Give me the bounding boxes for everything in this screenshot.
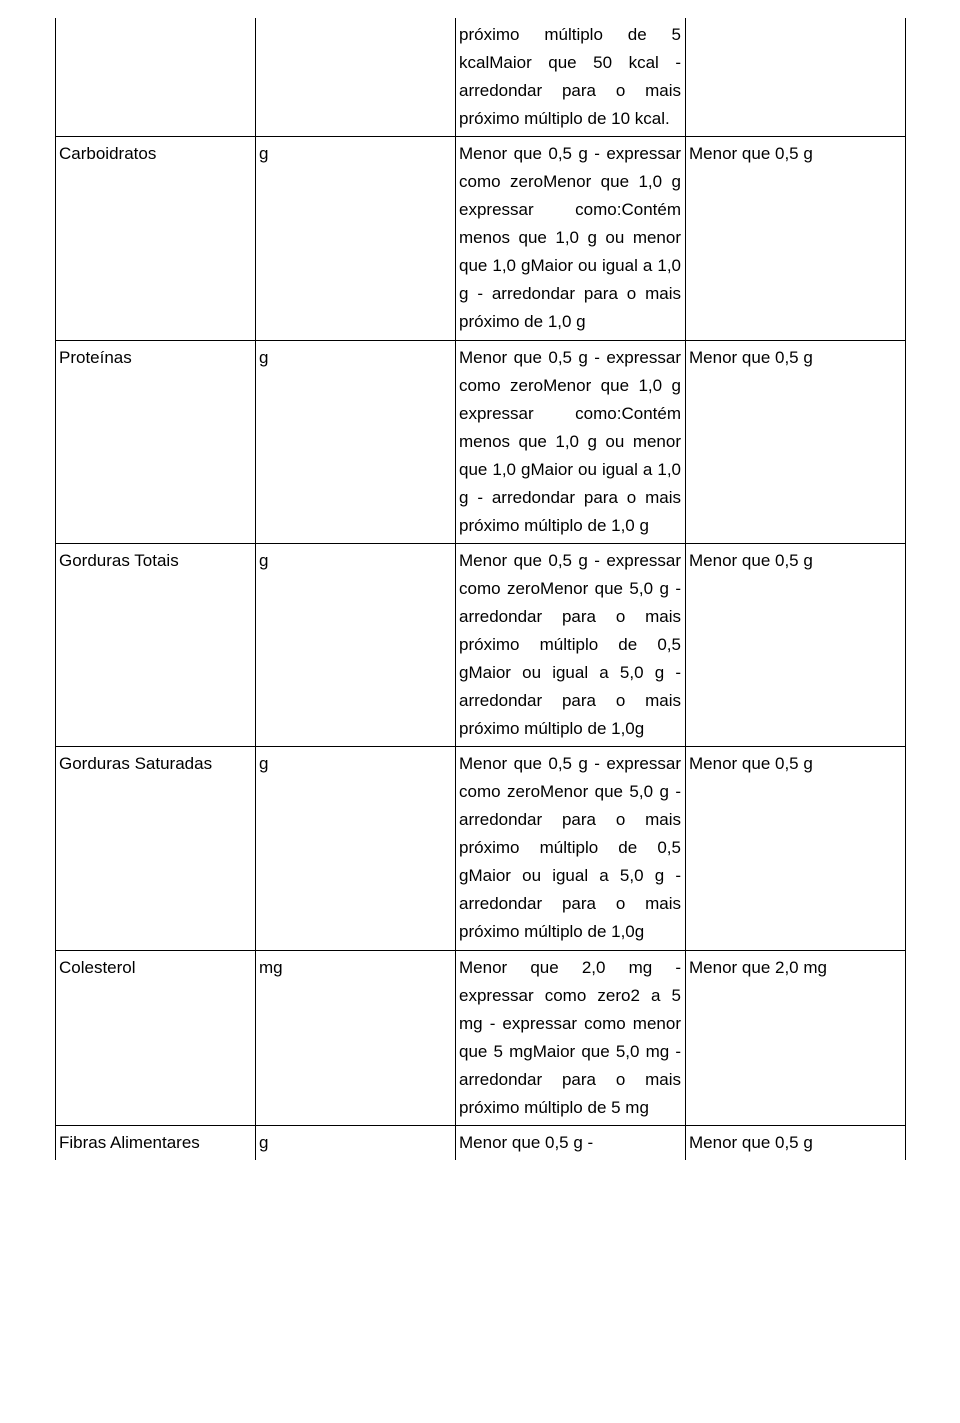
cell-rule: Menor que 0,5 g - expressar como zeroMen… (456, 747, 686, 950)
cell-nutrient: Colesterol (56, 950, 256, 1125)
table-row: Colesterol mg Menor que 2,0 mg - express… (56, 950, 906, 1125)
cell-nutrient (56, 18, 256, 137)
cell-threshold (686, 18, 906, 137)
cell-unit: g (256, 1125, 456, 1160)
cell-threshold: Menor que 2,0 mg (686, 950, 906, 1125)
cell-rule: Menor que 0,5 g - expressar como zeroMen… (456, 340, 686, 543)
table-row: Carboidratos g Menor que 0,5 g - express… (56, 137, 906, 340)
cell-threshold: Menor que 0,5 g (686, 1125, 906, 1160)
table-row: Gorduras Saturadas g Menor que 0,5 g - e… (56, 747, 906, 950)
cell-unit: g (256, 543, 456, 746)
cell-nutrient: Fibras Alimentares (56, 1125, 256, 1160)
cell-nutrient: Proteínas (56, 340, 256, 543)
table-row: próximo múltiplo de 5 kcalMaior que 50 k… (56, 18, 906, 137)
cell-threshold: Menor que 0,5 g (686, 747, 906, 950)
cell-nutrient: Gorduras Totais (56, 543, 256, 746)
cell-rule: Menor que 2,0 mg - expressar como zero2 … (456, 950, 686, 1125)
cell-unit (256, 18, 456, 137)
cell-nutrient: Gorduras Saturadas (56, 747, 256, 950)
cell-unit: g (256, 747, 456, 950)
cell-nutrient: Carboidratos (56, 137, 256, 340)
cell-unit: g (256, 340, 456, 543)
cell-rule: Menor que 0,5 g - expressar como zeroMen… (456, 543, 686, 746)
cell-unit: mg (256, 950, 456, 1125)
table-row: Proteínas g Menor que 0,5 g - expressar … (56, 340, 906, 543)
cell-rule: Menor que 0,5 g - (456, 1125, 686, 1160)
cell-threshold: Menor que 0,5 g (686, 340, 906, 543)
table-row: Gorduras Totais g Menor que 0,5 g - expr… (56, 543, 906, 746)
cell-unit: g (256, 137, 456, 340)
cell-threshold: Menor que 0,5 g (686, 543, 906, 746)
cell-threshold: Menor que 0,5 g (686, 137, 906, 340)
document-page: próximo múltiplo de 5 kcalMaior que 50 k… (0, 0, 960, 1160)
cell-rule: próximo múltiplo de 5 kcalMaior que 50 k… (456, 18, 686, 137)
nutrition-rounding-table: próximo múltiplo de 5 kcalMaior que 50 k… (55, 18, 906, 1160)
table-row: Fibras Alimentares g Menor que 0,5 g - M… (56, 1125, 906, 1160)
cell-rule: Menor que 0,5 g - expressar como zeroMen… (456, 137, 686, 340)
